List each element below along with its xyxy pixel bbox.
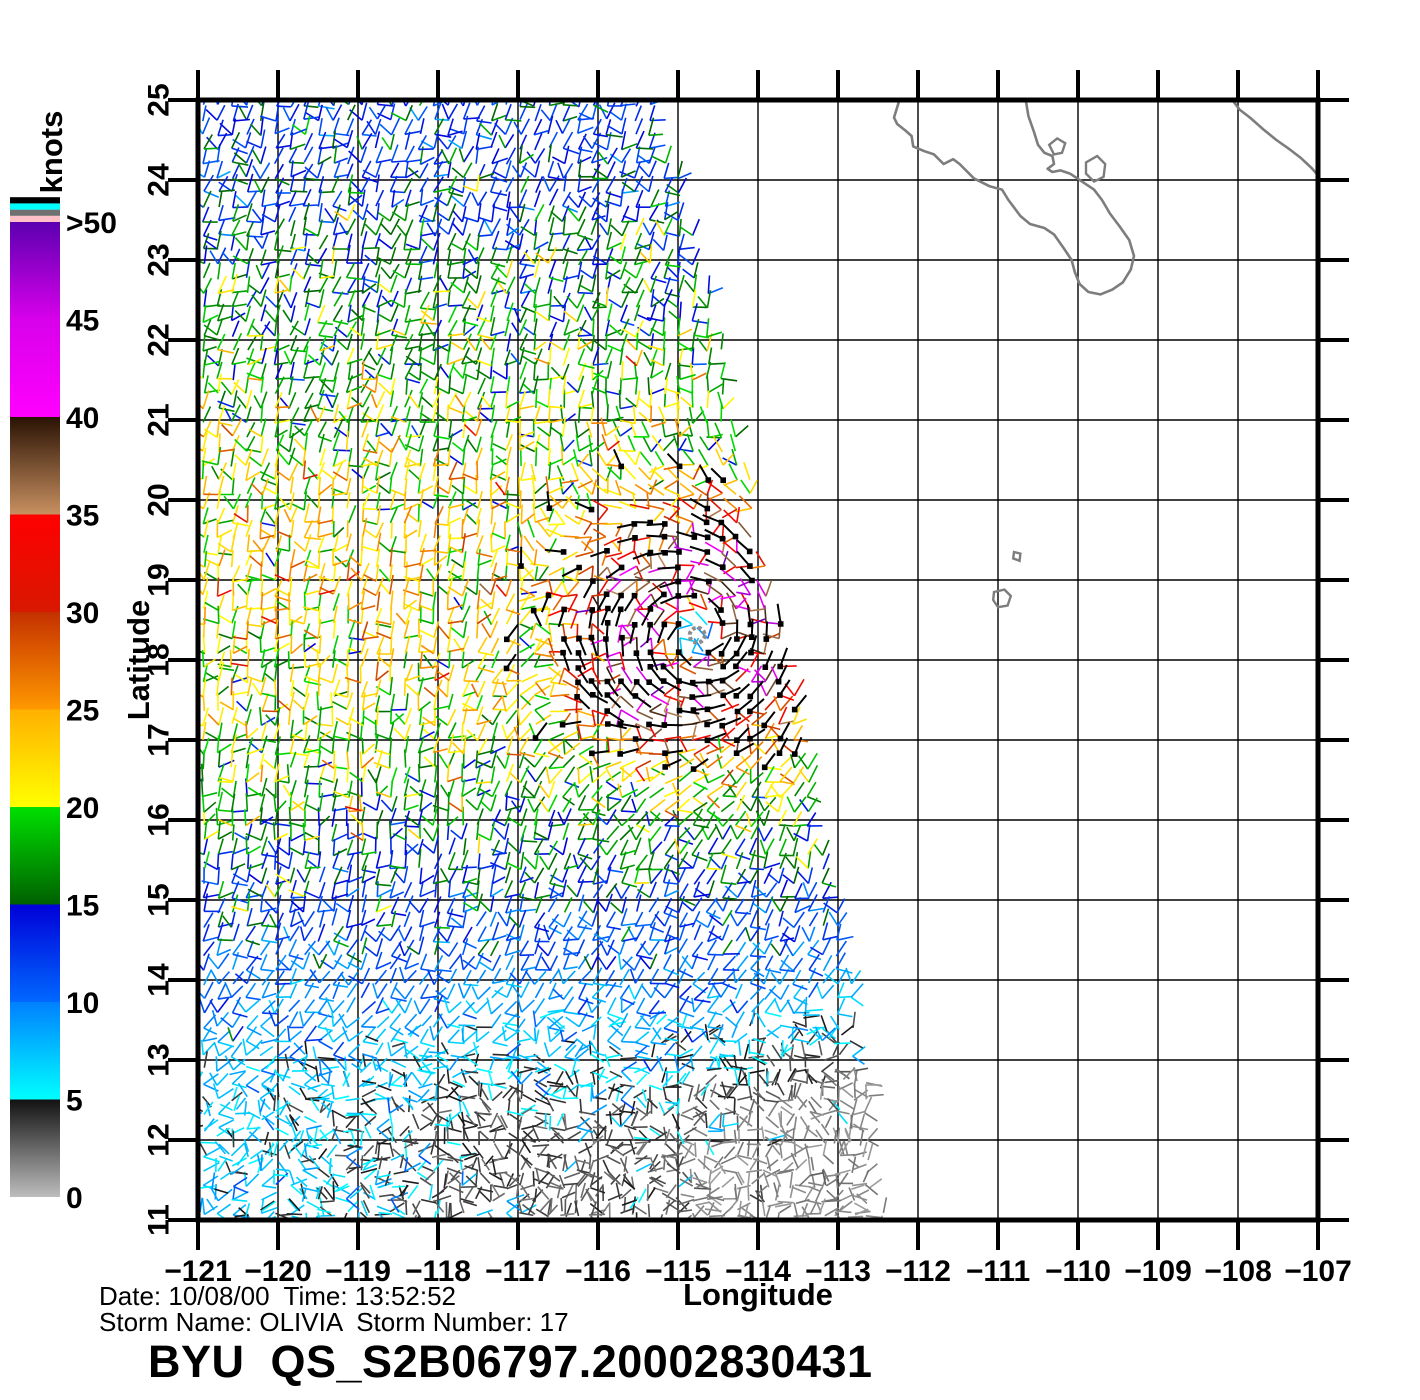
colorbar-segment xyxy=(10,904,60,1002)
colorbar-segment xyxy=(10,807,60,905)
colorbar-tick-label: 30 xyxy=(66,597,99,630)
colorbar-over-stripe xyxy=(10,203,60,210)
storm-center-marker xyxy=(687,625,707,645)
y-tick-label: 23 xyxy=(143,243,176,276)
isla-socorro xyxy=(991,588,1013,609)
y-tick-label: 25 xyxy=(143,83,176,116)
map-grid xyxy=(198,100,1318,1220)
isla-san-benedicto xyxy=(1011,550,1022,563)
x-tick-label: −109 xyxy=(1124,1255,1192,1288)
colorbar-tick-label: 25 xyxy=(66,695,99,728)
wind-vectors xyxy=(200,102,888,1218)
y-tick-label: 22 xyxy=(143,323,176,356)
x-axis-title: Longitude xyxy=(683,1277,833,1312)
y-tick-label: 13 xyxy=(143,1043,176,1076)
x-tick-label: −117 xyxy=(485,1255,551,1288)
y-tick-label: 24 xyxy=(143,163,176,197)
y-tick-label: 16 xyxy=(143,803,176,836)
x-tick-label: −112 xyxy=(885,1255,951,1288)
colorbar-segment xyxy=(10,1099,60,1197)
x-tick-label: −114 xyxy=(725,1255,791,1288)
coastline-baja_california xyxy=(892,102,1136,296)
y-axis-labels: 11 12 13 14 15 16 17 18 19 20 21 22 23 24 25 xyxy=(143,83,176,1236)
coastline-mainland_mexico xyxy=(1232,102,1316,175)
y-tick-label: 15 xyxy=(143,883,176,916)
colorbar-tick-label: >50 xyxy=(66,207,117,240)
colorbar-over-stripe xyxy=(10,209,60,216)
colorbar-segment xyxy=(10,709,60,807)
colorbar-tick-label: 10 xyxy=(66,987,99,1020)
coastline xyxy=(892,102,1316,609)
colorbar-segment xyxy=(10,319,60,417)
x-tick-label: −119 xyxy=(325,1255,391,1288)
colorbar-units-label: knots xyxy=(34,111,69,194)
x-tick-label: −118 xyxy=(405,1255,471,1288)
y-axis-title: Latitude xyxy=(121,600,156,721)
rain-flag-dots xyxy=(503,463,798,772)
y-tick-label: 20 xyxy=(143,483,176,516)
colorbar-tick-label: 45 xyxy=(66,305,99,338)
colorbar-segment xyxy=(10,514,60,612)
axis-ticks xyxy=(168,70,1349,1250)
x-axis-labels: −121 −120 −119 −118 −117 −116 −115 −114 −113 −112… xyxy=(164,1255,1352,1288)
colorbar: 0 5 10 15 20 25 30 35 40 45 >50 knots xyxy=(10,111,117,1215)
colorbar-segment xyxy=(10,222,60,320)
colorbar-segment xyxy=(10,612,60,710)
colorbar-tick-label: 15 xyxy=(66,890,99,923)
y-tick-label: 18 xyxy=(143,643,176,676)
colorbar-tick-label: 5 xyxy=(66,1085,83,1118)
footer-product-id: BYU QS_S2B06797.20002830431 xyxy=(148,1336,873,1387)
x-tick-label: −111 xyxy=(966,1255,1030,1288)
colorbar-tick-label: 40 xyxy=(66,402,99,435)
y-tick-label: 11 xyxy=(143,1204,176,1236)
isla-san-jose xyxy=(1047,136,1067,156)
rain-flagged-vectors xyxy=(505,449,808,770)
x-tick-label: −110 xyxy=(1045,1255,1111,1288)
colorbar-tick-label: 20 xyxy=(66,792,99,825)
footer-storm-info: Storm Name: OLIVIA Storm Number: 17 xyxy=(99,1307,569,1337)
x-tick-label: −113 xyxy=(805,1255,871,1288)
colorbar-over-stripe xyxy=(10,197,60,204)
x-tick-label: −116 xyxy=(565,1255,631,1288)
colorbar-tick-label: 0 xyxy=(66,1182,83,1215)
x-tick-label: −107 xyxy=(1284,1255,1352,1288)
y-tick-label: 12 xyxy=(143,1123,176,1156)
footer-date-time: Date: 10/08/00 Time: 13:52:52 xyxy=(99,1281,457,1311)
colorbar-over-stripe xyxy=(10,215,60,222)
colorbar-tick-label: 35 xyxy=(66,500,99,533)
x-tick-label: −120 xyxy=(244,1255,312,1288)
y-tick-label: 21 xyxy=(143,403,176,436)
y-tick-label: 19 xyxy=(143,563,176,596)
x-tick-label: −115 xyxy=(645,1255,711,1288)
y-tick-label: 17 xyxy=(143,723,176,756)
isla-cerralvo xyxy=(1084,154,1107,184)
x-tick-label: −108 xyxy=(1204,1255,1272,1288)
colorbar-segment xyxy=(10,1002,60,1100)
colorbar-segment xyxy=(10,417,60,515)
x-tick-label: −121 xyxy=(164,1255,232,1288)
y-tick-label: 14 xyxy=(143,963,176,997)
